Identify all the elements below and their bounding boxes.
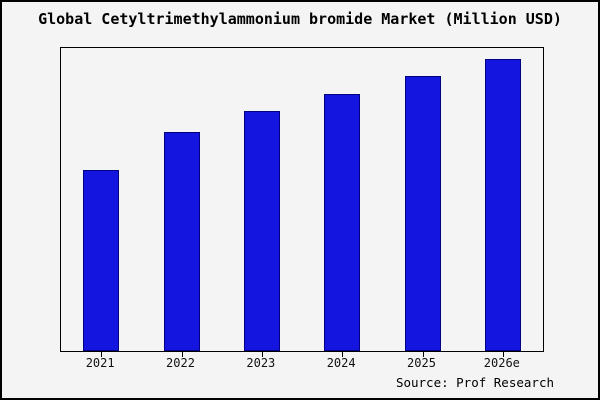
plot-area (60, 47, 544, 357)
bar-2024 (324, 93, 361, 351)
x-axis-label: 2023 (246, 356, 276, 370)
bar-2023 (243, 111, 280, 351)
bar-2025 (404, 76, 441, 351)
x-axis-label: 2022 (166, 356, 195, 370)
x-tick (502, 352, 504, 357)
bar-2022 (163, 131, 200, 351)
chart-title: Global Cetyltrimethylammonium bromide Ma… (38, 10, 562, 28)
x-tick (101, 352, 103, 357)
bar-2026e (484, 58, 521, 351)
source-attribution: Source: Prof Research (395, 375, 554, 390)
x-axis-label: 2021 (85, 356, 115, 370)
x-tick (261, 352, 263, 357)
bar-2021 (83, 169, 120, 351)
x-tick (422, 352, 424, 357)
x-axis-label: 2025 (407, 356, 436, 370)
x-tick (342, 352, 344, 357)
x-axis-label: 2026e (483, 356, 520, 370)
x-axis-labels: 2021 2022 2023 2024 2025 2026e (60, 356, 544, 372)
x-tick (181, 352, 183, 357)
x-axis-label: 2024 (326, 356, 356, 370)
